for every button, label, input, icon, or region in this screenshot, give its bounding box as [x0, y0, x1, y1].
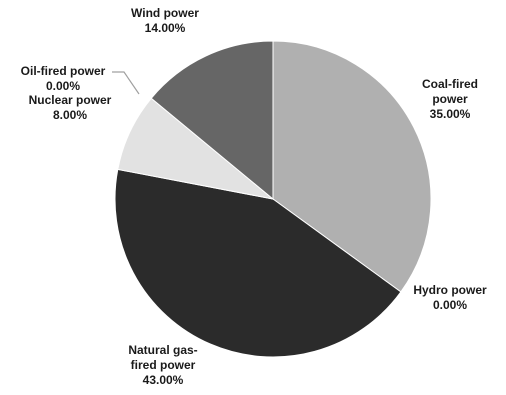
slice-label-wind-power: Wind power 14.00%: [131, 6, 199, 35]
leader-line-oil-fired-power: [112, 71, 140, 95]
slice-label-coal-fired-power: Coal-fired power 35.00%: [422, 77, 478, 121]
pie-slice-natural-gas-fired-power: [114, 168, 402, 358]
leader-lines: [112, 71, 140, 95]
slice-label-natural-gas-fired-power: Natural gas-fired power 43.00%: [128, 343, 197, 387]
slice-label-oil-fired-power: Oil-fired power 0.00%: [21, 64, 106, 93]
pie-slice-coal-fired-power: [272, 40, 432, 293]
pie-slices: [114, 40, 432, 358]
slice-label-hydro-power: Hydro power 0.00%: [413, 283, 487, 312]
slice-labels: Coal-fired power 35.00% Hydro power 0.00% Nat…: [21, 6, 487, 387]
pie-slice-wind-power: [150, 40, 274, 201]
slice-label-nuclear-power: Nuclear power 8.00%: [29, 93, 112, 122]
